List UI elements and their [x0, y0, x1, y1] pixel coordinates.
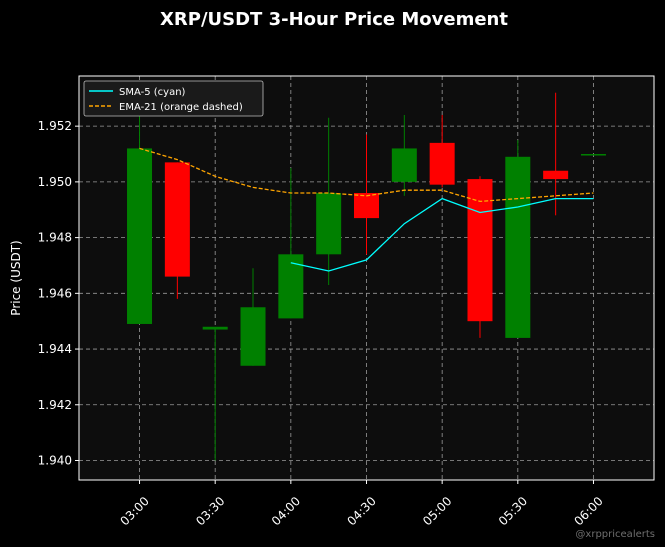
sma-line	[290, 197, 594, 272]
candle-body	[354, 193, 379, 219]
watermark: @xrppricealerts	[575, 529, 655, 540]
candle-body	[316, 193, 342, 255]
ema-line	[139, 147, 594, 203]
y-tick-label: 1.942	[38, 398, 72, 412]
y-tick-label: 1.950	[38, 175, 72, 189]
candle-body	[580, 154, 606, 156]
candle-body	[543, 170, 569, 180]
legend-label-ema: EMA-21 (orange dashed)	[119, 102, 243, 113]
y-tick-label: 1.946	[38, 286, 72, 300]
candle-body	[278, 254, 304, 319]
y-tick-label: 1.948	[38, 231, 72, 245]
indicator-lines	[139, 147, 594, 272]
y-tick-label: 1.940	[38, 453, 72, 467]
candle-body	[127, 148, 153, 324]
candle-body	[202, 326, 228, 330]
candle-body	[429, 142, 455, 185]
candle-body	[391, 148, 417, 182]
y-axis-label: Price (USDT)	[9, 240, 23, 315]
candle-body	[240, 307, 266, 366]
legend-label-sma: SMA-5 (cyan)	[119, 87, 186, 98]
chart-title: XRP/USDT 3-Hour Price Movement	[160, 9, 508, 30]
candle-body	[467, 179, 493, 322]
candle-body	[164, 162, 190, 277]
candlesticks	[127, 92, 606, 461]
candle-body	[505, 156, 531, 338]
y-tick-label: 1.952	[38, 119, 72, 133]
y-tick-label: 1.944	[38, 342, 72, 356]
legend-box	[83, 80, 264, 117]
legend: SMA-5 (cyan) EMA-21 (orange dashed)	[83, 80, 264, 117]
